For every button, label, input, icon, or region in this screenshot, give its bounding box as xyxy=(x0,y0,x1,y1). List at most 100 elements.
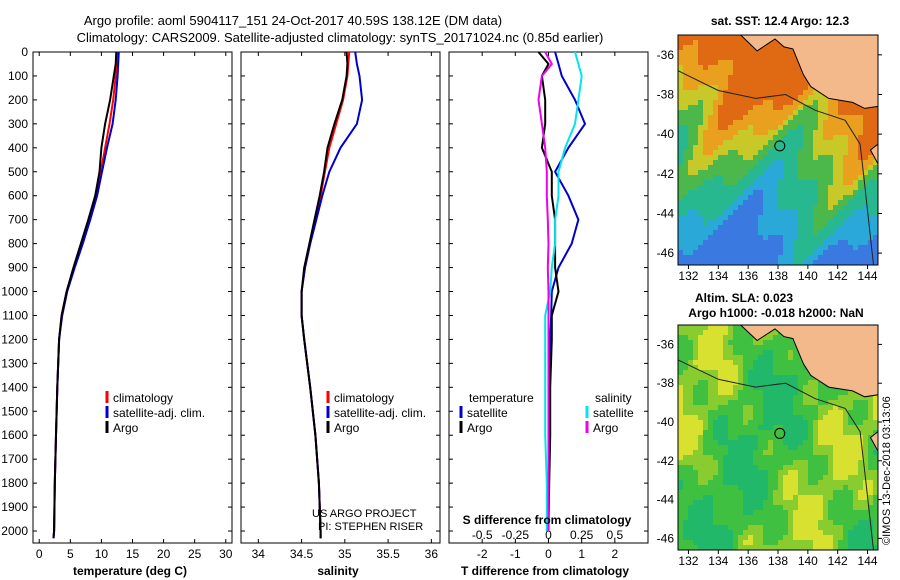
map-cell xyxy=(693,35,698,40)
map-cell xyxy=(803,480,808,485)
map-cell xyxy=(868,175,873,180)
map-cell xyxy=(768,440,773,445)
map-cell xyxy=(708,405,713,410)
map-cell xyxy=(828,180,833,185)
map-cell xyxy=(743,400,748,405)
map-cell xyxy=(698,470,703,475)
map-cell xyxy=(793,105,798,110)
map-cell xyxy=(738,150,743,155)
depth-tick-label: 0 xyxy=(21,45,28,59)
map-cell xyxy=(688,490,693,495)
map-cell xyxy=(773,80,778,85)
series-line-salinity-satellite xyxy=(544,51,583,531)
map-cell xyxy=(688,480,693,485)
map-cell xyxy=(868,220,873,225)
map-cell xyxy=(683,170,688,175)
map-cell xyxy=(688,375,693,380)
map-cell xyxy=(783,235,788,240)
map-cell xyxy=(728,75,733,80)
map-cell xyxy=(808,250,813,255)
map-cell xyxy=(788,425,793,430)
map-cell xyxy=(733,540,738,545)
map-cell xyxy=(773,185,778,190)
map-cell xyxy=(798,535,803,540)
map-cell xyxy=(713,230,718,235)
map-cell xyxy=(738,360,743,365)
map-cell xyxy=(833,515,838,520)
map-cell xyxy=(823,425,828,430)
map-cell xyxy=(748,450,753,455)
map-cell xyxy=(808,420,813,425)
map-cell xyxy=(743,530,748,535)
map-cell xyxy=(723,180,728,185)
map-cell xyxy=(713,470,718,475)
lat-tick-label: -42 xyxy=(657,167,675,181)
map-cell xyxy=(848,540,853,545)
map-cell xyxy=(773,390,778,395)
map-cell xyxy=(703,525,708,530)
map-cell xyxy=(713,110,718,115)
map-cell xyxy=(763,195,768,200)
map-cell xyxy=(778,360,783,365)
map-cell xyxy=(788,100,793,105)
map-cell xyxy=(813,385,818,390)
map-cell xyxy=(763,485,768,490)
map-cell xyxy=(723,475,728,480)
map-cell xyxy=(773,445,778,450)
map-cell xyxy=(713,45,718,50)
map-cell xyxy=(818,445,823,450)
map-cell xyxy=(738,40,743,45)
map-cell xyxy=(733,425,738,430)
map-cell xyxy=(773,520,778,525)
map-cell xyxy=(778,130,783,135)
map-cell xyxy=(773,115,778,120)
map-cell xyxy=(698,85,703,90)
map-cell xyxy=(768,180,773,185)
map-cell xyxy=(763,130,768,135)
map-cell xyxy=(723,430,728,435)
map-cell xyxy=(768,145,773,150)
map-cell xyxy=(833,150,838,155)
map-cell xyxy=(748,165,753,170)
map-cell xyxy=(788,405,793,410)
map-cell xyxy=(803,255,808,260)
map-cell xyxy=(768,65,773,70)
map-cell xyxy=(808,385,813,390)
map-cell xyxy=(678,145,683,150)
map-cell xyxy=(678,445,683,450)
map-cell xyxy=(738,380,743,385)
map-cell xyxy=(688,165,693,170)
title-line1: Argo profile: aoml 5904117_151 24-Oct-20… xyxy=(84,13,502,28)
map-cell xyxy=(713,195,718,200)
map-cell xyxy=(763,380,768,385)
map-cell xyxy=(853,545,858,550)
map-cell xyxy=(858,535,863,540)
map-cell xyxy=(758,390,763,395)
map-cell xyxy=(728,170,733,175)
map-cell xyxy=(838,505,843,510)
map-cell xyxy=(723,545,728,550)
map-cell xyxy=(713,330,718,335)
map-cell xyxy=(733,100,738,105)
map-cell xyxy=(773,370,778,375)
map-cell xyxy=(783,135,788,140)
map-cell xyxy=(788,235,793,240)
map-cell xyxy=(703,415,708,420)
temperature-xlabel: temperature (deg C) xyxy=(73,564,187,578)
map-cell xyxy=(678,330,683,335)
map-cell xyxy=(678,60,683,65)
map-cell xyxy=(838,230,843,235)
map-cell xyxy=(788,130,793,135)
map-cell xyxy=(738,465,743,470)
map-cell xyxy=(838,155,843,160)
map-cell xyxy=(743,460,748,465)
map-cell xyxy=(718,375,723,380)
map-cell xyxy=(783,260,788,265)
map-cell xyxy=(693,230,698,235)
map-cell xyxy=(798,145,803,150)
map-cell xyxy=(798,90,803,95)
map-cell xyxy=(763,185,768,190)
map-cell xyxy=(773,255,778,260)
map-cell xyxy=(743,430,748,435)
map-cell xyxy=(768,455,773,460)
